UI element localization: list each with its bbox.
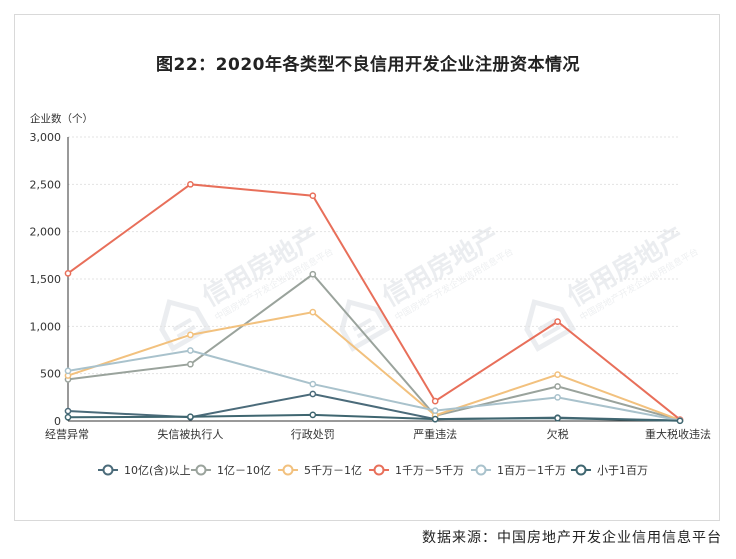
- data-point[interactable]: [431, 397, 439, 405]
- data-point[interactable]: [309, 308, 317, 316]
- x-tick-label: 失信被执行人: [157, 427, 223, 441]
- y-tick-label: 0: [54, 415, 61, 428]
- x-tick-label: 经营异常: [45, 427, 89, 441]
- legend-item[interactable]: 10亿(含)以上: [98, 463, 191, 477]
- legend-swatch-marker: [102, 464, 114, 476]
- legend-label: 1百万－1千万: [497, 464, 566, 477]
- series-5: [64, 347, 684, 424]
- data-point[interactable]: [187, 413, 194, 421]
- data-point[interactable]: [187, 331, 194, 339]
- data-point[interactable]: [64, 413, 72, 421]
- data-point[interactable]: [431, 407, 439, 414]
- series-line: [67, 272, 681, 422]
- data-point[interactable]: [309, 390, 317, 398]
- x-tick-label: 欠税: [547, 427, 569, 441]
- legend-label: 5千万－1亿: [304, 464, 362, 477]
- data-point[interactable]: [309, 411, 317, 419]
- legend-item[interactable]: 1千万－5千万: [369, 464, 464, 477]
- data-source-note: 数据来源：中国房地产开发企业信用信息平台: [422, 530, 722, 546]
- series-line: [67, 183, 681, 421]
- series-line: [67, 311, 681, 421]
- watermark-house-icon: [524, 299, 577, 352]
- y-axis-label: 企业数（个）: [30, 112, 93, 125]
- legend-item[interactable]: 小于1百万: [571, 464, 648, 477]
- legend-label: 10亿(含)以上: [124, 463, 191, 477]
- legend-item[interactable]: 1亿－10亿: [191, 464, 271, 477]
- y-tick-label: 2,000: [30, 226, 62, 239]
- chart-title: 图22：2020年各类型不良信用开发企业注册资本情况: [156, 55, 580, 75]
- data-point[interactable]: [676, 417, 684, 425]
- y-tick-label: 500: [40, 368, 61, 381]
- series-4: [64, 180, 684, 423]
- series-line: [67, 349, 681, 422]
- data-point[interactable]: [187, 347, 194, 354]
- y-tick-labels: 0 500 1,000 1,500 2,000 2,500 3,000: [30, 131, 62, 428]
- x-tick-label: 行政处罚: [291, 427, 335, 441]
- data-point[interactable]: [64, 367, 72, 375]
- legend-swatch-marker: [475, 464, 487, 476]
- data-point[interactable]: [554, 393, 561, 401]
- data-point[interactable]: [187, 360, 194, 368]
- watermark-house-icon: [159, 299, 212, 352]
- data-point[interactable]: [554, 383, 561, 390]
- chart-frame: [14, 14, 720, 521]
- legend-swatch-marker: [195, 464, 207, 476]
- data-point[interactable]: [309, 192, 317, 200]
- data-point[interactable]: [554, 318, 561, 325]
- data-point[interactable]: [431, 415, 439, 423]
- y-tick-label: 2,500: [30, 178, 62, 191]
- legend-swatch-marker: [373, 464, 385, 476]
- legend-swatch-marker: [575, 464, 587, 476]
- legend-label: 小于1百万: [597, 464, 648, 477]
- y-tick-label: 1,000: [30, 320, 62, 333]
- data-point[interactable]: [64, 407, 72, 415]
- data-point[interactable]: [309, 270, 317, 278]
- legend-item[interactable]: 1百万－1千万: [471, 464, 566, 477]
- legend-item[interactable]: 5千万－1亿: [278, 464, 362, 477]
- legend-label: 1千万－5千万: [395, 464, 464, 477]
- x-tick-label: 严重违法: [413, 427, 457, 441]
- series-line: [67, 413, 681, 422]
- data-point[interactable]: [309, 380, 317, 388]
- data-point[interactable]: [554, 371, 561, 378]
- y-tick-label: 3,000: [30, 131, 62, 144]
- data-point[interactable]: [64, 269, 72, 277]
- legend[interactable]: 10亿(含)以上 1亿－10亿 5千万－1亿 1千万－5千万 1百万－1千万 小于1百万: [98, 463, 648, 477]
- watermark-house-icon: [339, 299, 392, 352]
- grid-lines: [68, 136, 680, 375]
- x-tick-labels: 经营异常 失信被执行人 行政处罚 严重违法 欠税 重大税收违法: [45, 427, 711, 441]
- y-tick-label: 1,500: [30, 273, 62, 286]
- series-layer: [64, 180, 684, 425]
- series-6: [64, 411, 684, 425]
- data-point[interactable]: [187, 180, 194, 188]
- x-tick-label: 重大税收违法: [645, 427, 711, 441]
- legend-swatch-marker: [282, 464, 294, 476]
- data-point[interactable]: [554, 414, 561, 422]
- legend-label: 1亿－10亿: [217, 464, 271, 477]
